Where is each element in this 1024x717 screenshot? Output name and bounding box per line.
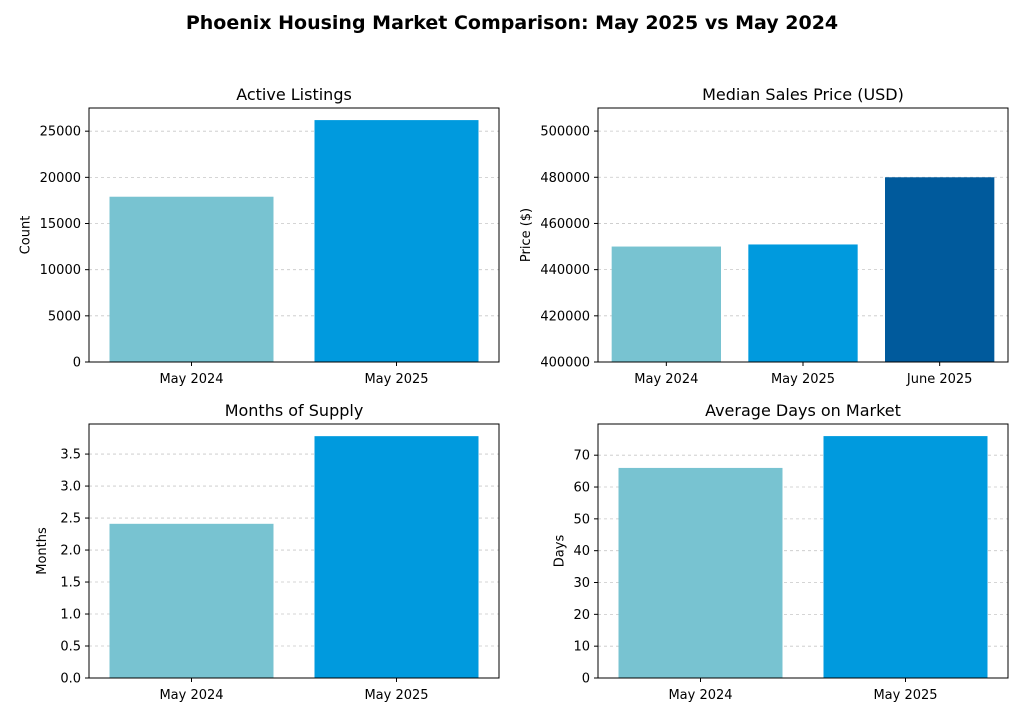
x-tick-label: May 2024 bbox=[159, 688, 223, 703]
y-tick-label: 0 bbox=[73, 356, 81, 371]
y-tick-label: 10 bbox=[573, 640, 590, 655]
chart-title: Average Days on Market bbox=[705, 401, 901, 420]
bar-may-2025 bbox=[748, 244, 858, 362]
y-tick-label: 0.0 bbox=[60, 672, 81, 687]
y-axis-label: Count bbox=[19, 216, 34, 255]
y-tick-label: 1.0 bbox=[60, 608, 81, 623]
y-tick-label: 500000 bbox=[540, 125, 590, 140]
y-tick-label: 10000 bbox=[40, 263, 81, 278]
x-tick-label: May 2025 bbox=[364, 688, 428, 703]
x-tick-label: May 2024 bbox=[634, 372, 698, 387]
bar-may-2025 bbox=[823, 436, 988, 678]
bar-may-2024 bbox=[109, 523, 274, 678]
y-tick-label: 3.0 bbox=[60, 480, 81, 495]
y-tick-label: 15000 bbox=[40, 217, 81, 232]
chart-panel-active-listings: May 2024 May 2025 0 5000 10000 15000 20000 2500… bbox=[19, 85, 500, 387]
y-tick-label: 30 bbox=[573, 576, 590, 591]
y-tick-label: 5000 bbox=[48, 309, 81, 324]
bar-may-2025 bbox=[314, 436, 479, 678]
y-tick-label: 2.0 bbox=[60, 544, 81, 559]
bar-may-2025 bbox=[314, 120, 479, 362]
y-axis-label: Days bbox=[552, 535, 567, 568]
bar-may-2024 bbox=[109, 196, 274, 362]
y-axis-label: Months bbox=[35, 527, 50, 575]
x-tick-label: June 2025 bbox=[906, 372, 973, 387]
chart-title: Months of Supply bbox=[225, 401, 364, 420]
y-tick-label: 1.5 bbox=[60, 576, 81, 591]
y-tick-label: 400000 bbox=[540, 356, 590, 371]
plot-frame bbox=[597, 107, 1009, 363]
bar-may-2024 bbox=[611, 246, 721, 362]
x-tick-label: May 2025 bbox=[771, 372, 835, 387]
x-tick-label: May 2025 bbox=[873, 688, 937, 703]
y-tick-label: 20 bbox=[573, 608, 590, 623]
y-tick-label: 20000 bbox=[40, 171, 81, 186]
y-tick-label: 440000 bbox=[540, 263, 590, 278]
plot-frame bbox=[88, 423, 500, 679]
y-tick-label: 25000 bbox=[40, 125, 81, 140]
y-tick-label: 480000 bbox=[540, 171, 590, 186]
chart-title: Active Listings bbox=[236, 85, 352, 104]
chart-panel-median-sales-price-usd: May 2024 May 2025 June 2025 400000 420000 440… bbox=[519, 85, 1009, 387]
x-tick-label: May 2025 bbox=[364, 372, 428, 387]
y-tick-label: 70 bbox=[573, 449, 590, 464]
y-axis-label: Price ($) bbox=[519, 208, 534, 262]
x-tick-label: May 2024 bbox=[159, 372, 223, 387]
plot-frame bbox=[597, 423, 1009, 679]
y-tick-label: 460000 bbox=[540, 217, 590, 232]
bar-may-2024 bbox=[618, 467, 783, 678]
y-tick-label: 50 bbox=[573, 512, 590, 527]
chart-panel-months-of-supply: May 2024 May 2025 0.0 0.5 1.0 1.5 2.0 2.5 3.0 3.5… bbox=[35, 401, 500, 703]
bar-june-2025 bbox=[885, 177, 995, 362]
x-tick-label: May 2024 bbox=[668, 688, 732, 703]
y-tick-label: 2.5 bbox=[60, 512, 81, 527]
chart-title: Median Sales Price (USD) bbox=[702, 85, 904, 104]
plot-frame bbox=[88, 107, 500, 363]
y-tick-label: 60 bbox=[573, 481, 590, 496]
y-tick-label: 40 bbox=[573, 544, 590, 559]
y-tick-label: 0 bbox=[582, 672, 590, 687]
figure-title: Phoenix Housing Market Comparison: May 2… bbox=[186, 12, 838, 34]
y-tick-label: 420000 bbox=[540, 309, 590, 324]
y-tick-label: 3.5 bbox=[60, 448, 81, 463]
y-tick-label: 0.5 bbox=[60, 640, 81, 655]
chart-panel-average-days-on-market: May 2024 May 2025 0 10 20 30 40 50 60 70 Average D… bbox=[552, 401, 1009, 703]
chart-panels: May 2024 May 2025 0 5000 10000 15000 20000 2500… bbox=[19, 85, 1009, 703]
